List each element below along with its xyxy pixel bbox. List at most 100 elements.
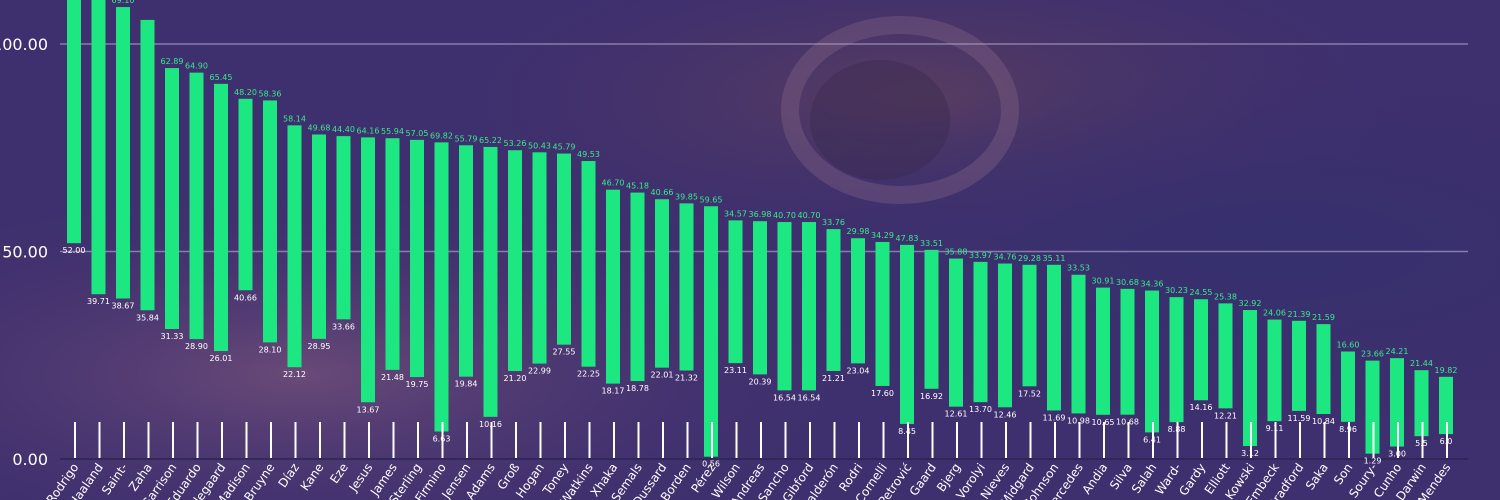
data-label-top: 39.85 xyxy=(675,192,698,201)
data-label-top: 45.18 xyxy=(626,182,649,191)
data-label-bottom: 38.67 xyxy=(112,302,135,311)
data-label-bottom: 17.52 xyxy=(1018,389,1041,398)
data-label-top: 55.79 xyxy=(455,134,478,143)
data-label-bottom: 21.20 xyxy=(504,374,527,383)
data-label-top: 29.98 xyxy=(847,227,870,236)
bar xyxy=(410,139,424,378)
bar xyxy=(1316,324,1331,415)
data-label-top: 25.38 xyxy=(1214,292,1237,301)
data-label-top: 33.76 xyxy=(822,218,845,227)
data-label-bottom: 22.25 xyxy=(577,370,600,379)
bar xyxy=(998,263,1012,408)
bar xyxy=(434,142,449,432)
data-label-bottom: 18.17 xyxy=(602,387,625,396)
data-label-top: 35.88 xyxy=(945,248,968,257)
category-label: Gaard xyxy=(907,461,939,499)
data-label-bottom: 22.12 xyxy=(283,370,306,379)
data-label-bottom: 3.00 xyxy=(1388,450,1406,459)
bar xyxy=(67,0,81,244)
bars xyxy=(67,0,1453,457)
data-label-bottom: 31.33 xyxy=(161,332,184,341)
bar xyxy=(924,249,939,389)
data-label-top: 30.23 xyxy=(1165,286,1188,295)
data-label-bottom: 28.90 xyxy=(185,342,208,351)
bar xyxy=(1145,290,1159,433)
data-label-top: 65.22 xyxy=(479,136,502,145)
y-tick-label: 0.00 xyxy=(12,450,48,469)
data-label-bottom: 12.21 xyxy=(1214,411,1237,420)
data-label-top: 21.59 xyxy=(1312,313,1335,322)
data-label-top: 65.45 xyxy=(210,73,233,82)
data-label-bottom: 19.75 xyxy=(406,380,429,389)
data-label-bottom: 20.39 xyxy=(749,377,772,386)
data-label-top: 40.70 xyxy=(773,211,796,220)
data-label-bottom: 8.96 xyxy=(1339,425,1357,434)
bar xyxy=(238,98,253,291)
data-label-top: 36.98 xyxy=(749,210,772,219)
data-label-bottom: 22.01 xyxy=(651,371,674,380)
bar xyxy=(312,134,326,339)
bar xyxy=(581,161,596,367)
data-label-top: 35.11 xyxy=(1043,254,1066,263)
bar xyxy=(165,68,179,329)
bar xyxy=(336,136,351,320)
data-label-bottom: 3.12 xyxy=(1241,449,1259,458)
data-label-top: 49.53 xyxy=(577,150,600,159)
bar xyxy=(606,189,620,384)
data-label-top: 40.66 xyxy=(651,188,674,197)
bar xyxy=(189,72,204,340)
data-label-bottom: 10.16 xyxy=(479,420,502,429)
data-label-top: 34.36 xyxy=(1141,280,1164,289)
data-label-top: 29.28 xyxy=(1018,254,1041,263)
category-label: Andia xyxy=(1079,461,1110,497)
bar xyxy=(1096,287,1110,415)
bar xyxy=(214,83,228,352)
bar xyxy=(777,222,792,391)
data-label-top: 47.83 xyxy=(896,234,919,243)
data-label-bottom: 39.71 xyxy=(87,297,110,306)
bar xyxy=(875,241,890,386)
data-label-bottom: 21.48 xyxy=(381,373,404,382)
y-tick-label: 50.00 xyxy=(2,243,48,262)
bar xyxy=(532,152,547,364)
bar xyxy=(851,238,865,364)
data-label-top: 23.66 xyxy=(1361,350,1384,359)
data-label-bottom: 28.95 xyxy=(308,342,331,351)
bar xyxy=(1292,320,1306,411)
data-label-bottom: 11.69 xyxy=(1043,413,1066,422)
data-label-bottom: 16.92 xyxy=(920,392,943,401)
bar xyxy=(361,137,375,403)
data-label-top: 53.26 xyxy=(504,139,527,148)
data-label-bottom: 5.5 xyxy=(1415,439,1428,448)
bar xyxy=(802,222,816,391)
bar xyxy=(1047,264,1061,411)
bar xyxy=(1243,310,1257,447)
data-label-bottom: 52.00 xyxy=(63,246,86,255)
bar xyxy=(459,145,473,377)
data-label-bottom: 28.10 xyxy=(259,345,282,354)
data-label-bottom: 6.41 xyxy=(1143,435,1161,444)
bar xyxy=(1169,297,1184,423)
data-label-top: 33.51 xyxy=(920,239,943,248)
data-label-bottom: 12.46 xyxy=(994,410,1017,419)
bar xyxy=(287,125,302,368)
data-label-bottom: 11.59 xyxy=(1288,414,1311,423)
data-label-top: 24.06 xyxy=(1263,309,1286,318)
data-label-top: 46.70 xyxy=(602,179,625,188)
data-label-bottom: 27.55 xyxy=(553,348,576,357)
data-label-top: 24.21 xyxy=(1386,347,1409,356)
data-label-bottom: 10.84 xyxy=(1312,417,1335,426)
bar xyxy=(900,244,914,424)
bar xyxy=(949,258,963,407)
bar xyxy=(557,153,571,345)
data-label-bottom: 13.70 xyxy=(969,405,992,414)
data-label-top: 55.94 xyxy=(381,127,404,136)
category-label: Saint- xyxy=(99,461,131,498)
data-label-top: 64.90 xyxy=(185,62,208,71)
data-label-top: 58.14 xyxy=(283,114,306,123)
bar xyxy=(116,7,130,299)
bar xyxy=(508,150,522,372)
bar xyxy=(704,206,718,457)
